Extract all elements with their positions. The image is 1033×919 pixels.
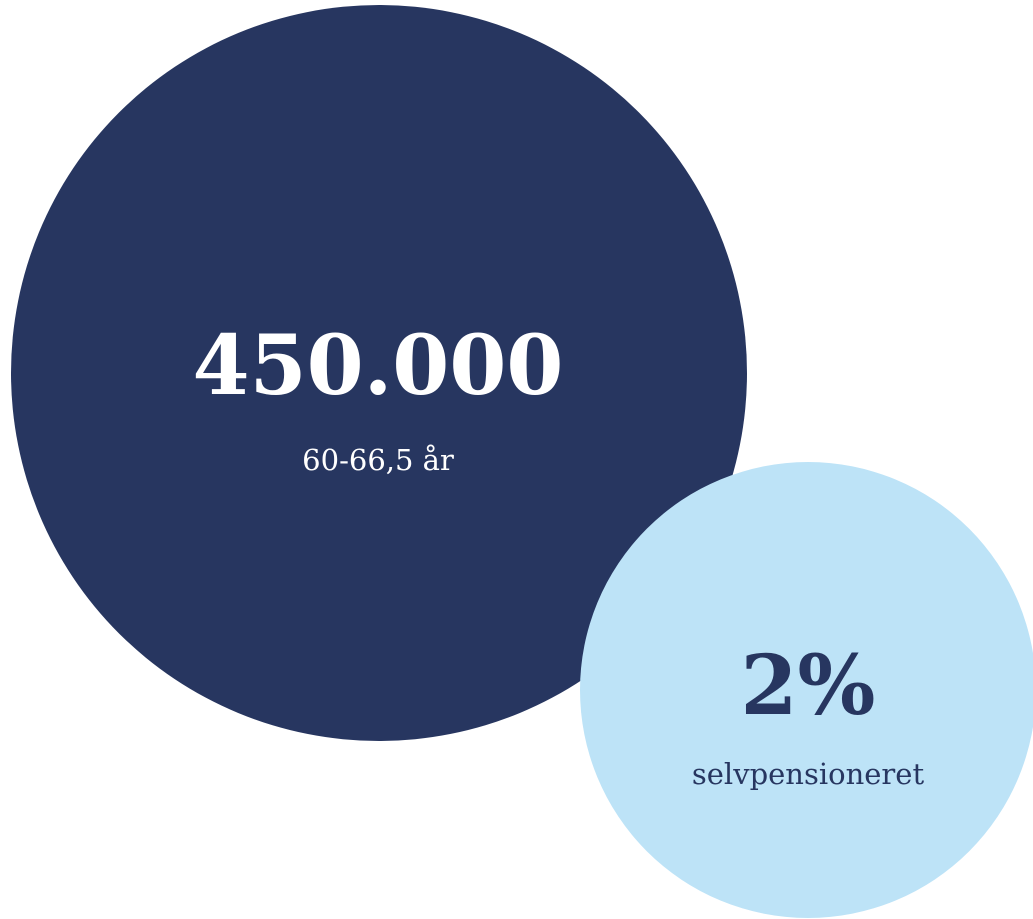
large-label: 60-66,5 år bbox=[302, 443, 454, 477]
small-value: 2% bbox=[741, 638, 876, 734]
small-circle bbox=[580, 462, 1033, 918]
large-value: 450.000 bbox=[193, 318, 564, 414]
large-circle bbox=[11, 5, 747, 741]
small-label: selvpensioneret bbox=[692, 757, 925, 791]
